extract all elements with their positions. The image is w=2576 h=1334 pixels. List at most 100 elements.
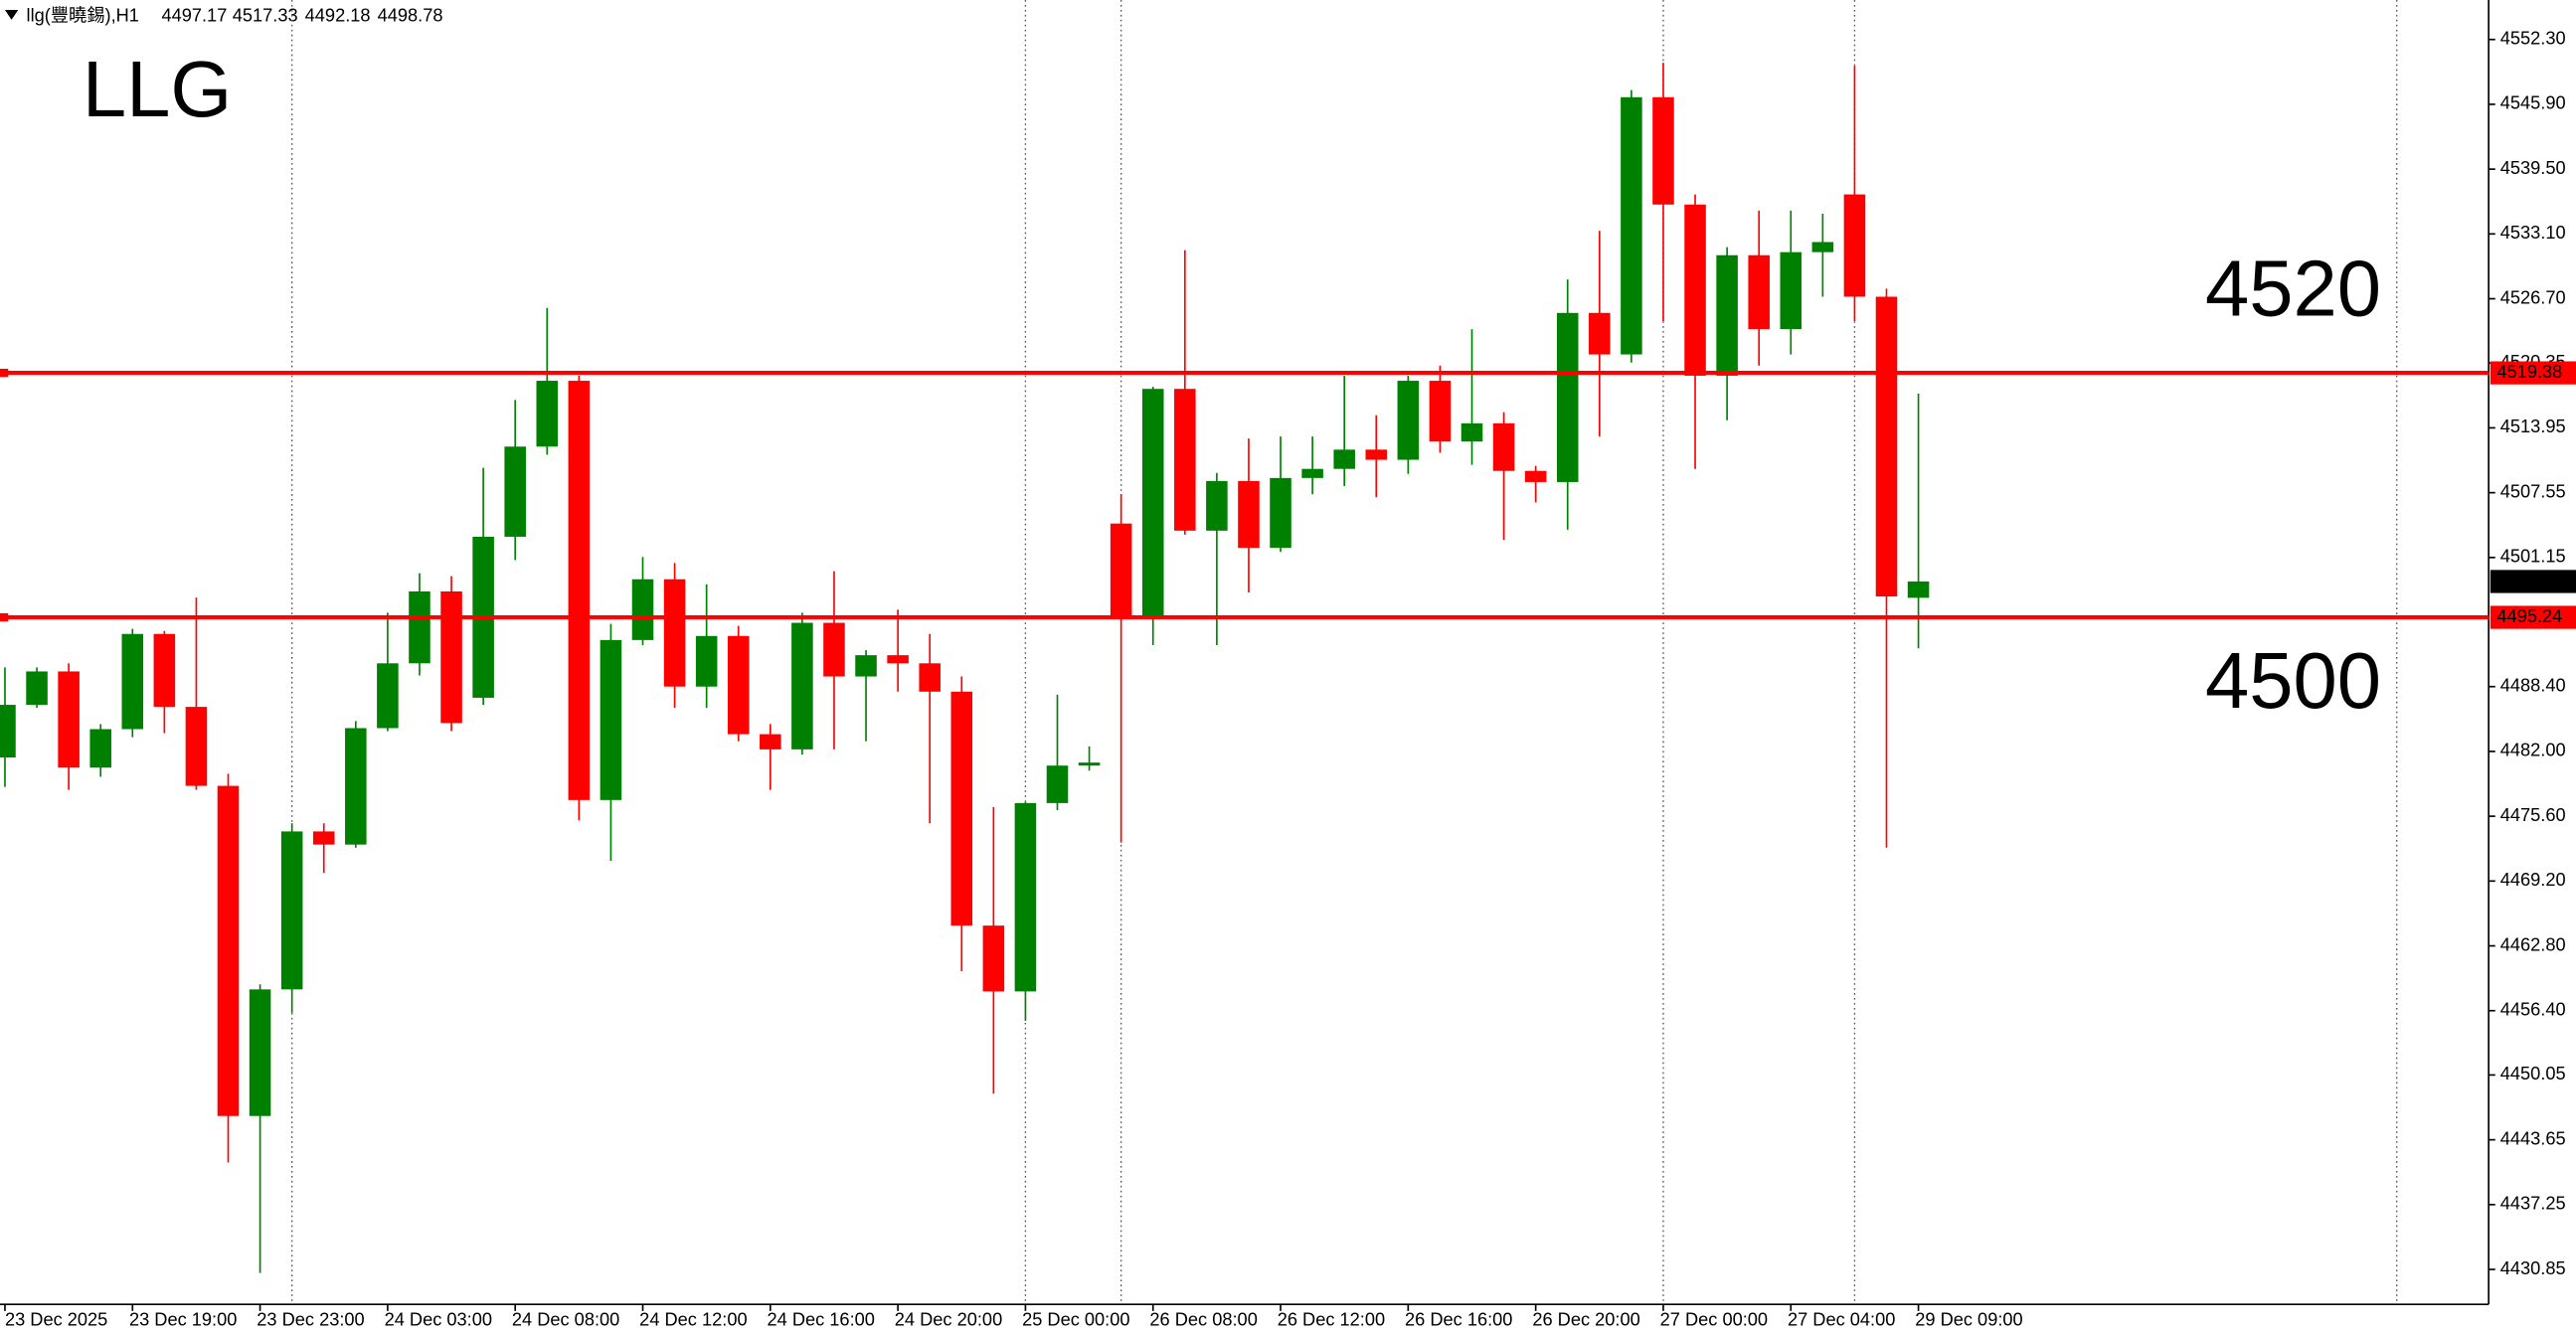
- candle-body: [58, 671, 80, 768]
- y-tick-label: 4526.70: [2500, 287, 2566, 307]
- candle-body: [1365, 449, 1388, 460]
- y-tick-label: 4552.30: [2500, 29, 2566, 49]
- x-tick-label: 26 Dec 08:00: [1149, 1310, 1257, 1330]
- y-tick-label: 4501.15: [2500, 547, 2566, 567]
- candle-body: [631, 579, 654, 640]
- x-tick-label: 25 Dec 00:00: [1022, 1310, 1129, 1330]
- candle-body: [1206, 480, 1228, 531]
- candle-body: [1684, 204, 1706, 376]
- candle-body: [440, 590, 462, 724]
- candle-body: [791, 622, 813, 750]
- y-tick-label: 4450.05: [2500, 1064, 2566, 1084]
- y-tick-label: 4507.55: [2500, 481, 2566, 501]
- candle-body: [568, 381, 591, 800]
- annotation: 4520: [2205, 245, 2381, 333]
- y-tick-label: 4488.40: [2500, 676, 2566, 696]
- x-tick-label: 29 Dec 09:00: [1915, 1310, 2022, 1330]
- y-tick-label: 4469.20: [2500, 870, 2566, 890]
- y-tick-label: 4443.65: [2500, 1128, 2566, 1148]
- header-open: 4497.17: [161, 5, 227, 25]
- price-label-box: [2490, 605, 2576, 629]
- candle-body: [1270, 477, 1291, 549]
- y-tick-label: 4482.00: [2500, 741, 2566, 760]
- price-label: 4495.24: [2496, 606, 2562, 626]
- candle-body: [0, 705, 16, 758]
- y-tick-label: 4462.80: [2500, 934, 2566, 954]
- candle-body: [887, 655, 909, 664]
- candle-body: [312, 831, 335, 845]
- candle-body: [26, 671, 48, 706]
- candle-body: [1141, 389, 1164, 619]
- candle-body: [121, 633, 144, 730]
- candle-body: [1843, 194, 1866, 297]
- candle-body: [663, 579, 686, 687]
- candle-body: [950, 691, 973, 926]
- candle-body: [536, 381, 559, 447]
- header-low: 4492.18: [305, 5, 371, 25]
- x-tick-label: 23 Dec 2025: [5, 1310, 107, 1330]
- candle-body: [1460, 422, 1483, 442]
- y-tick-label: 4533.10: [2500, 223, 2566, 243]
- candle-body: [1046, 765, 1069, 803]
- candle-body: [823, 622, 845, 677]
- x-tick-label: 26 Dec 16:00: [1405, 1310, 1512, 1330]
- candle-body: [1174, 389, 1196, 531]
- candle-body: [1652, 96, 1674, 205]
- candle-body: [280, 831, 303, 990]
- current-price-label: 4498.78: [2496, 571, 2562, 590]
- candle-body: [982, 925, 1005, 992]
- candle-body: [600, 639, 622, 800]
- candle-body: [89, 729, 111, 768]
- candle-body: [1110, 523, 1132, 619]
- candle-body: [249, 989, 271, 1116]
- price-flag: [0, 368, 9, 378]
- price-label-box: [2490, 361, 2576, 385]
- y-tick-label: 4545.90: [2500, 93, 2566, 113]
- annotation: LLG: [83, 45, 232, 133]
- candle-body: [1748, 254, 1770, 330]
- candle-body: [727, 635, 750, 735]
- x-tick-label: 23 Dec 19:00: [129, 1310, 237, 1330]
- candle-body: [217, 785, 240, 1116]
- x-tick-label: 24 Dec 16:00: [767, 1310, 874, 1330]
- candle-body: [760, 734, 781, 750]
- header-high: 4517.33: [233, 5, 298, 25]
- candle-body: [919, 663, 941, 692]
- candle-body: [1492, 422, 1515, 471]
- candle-body: [1238, 480, 1260, 549]
- header-close: 4498.78: [378, 5, 443, 25]
- x-tick-label: 24 Dec 03:00: [385, 1310, 492, 1330]
- y-tick-label: 4475.60: [2500, 805, 2566, 825]
- candle-body: [1078, 762, 1101, 766]
- candle-body: [1333, 449, 1355, 469]
- candle-body: [695, 635, 718, 687]
- candle-body: [153, 633, 176, 708]
- candle-body: [1556, 312, 1579, 482]
- candle-body: [345, 728, 367, 845]
- current-price-box: [2490, 570, 2576, 593]
- y-tick-label: 4430.85: [2500, 1258, 2566, 1278]
- menu-arrow[interactable]: [4, 9, 19, 20]
- candle-body: [1621, 96, 1642, 355]
- candle-body: [1524, 470, 1547, 482]
- price-flag: [0, 612, 9, 622]
- y-tick-label: 4437.25: [2500, 1194, 2566, 1214]
- candle-body: [1716, 254, 1738, 376]
- y-tick-label: 4456.40: [2500, 1000, 2566, 1020]
- y-tick-label: 4539.50: [2500, 158, 2566, 178]
- candle-body: [1397, 381, 1420, 460]
- candle-body: [377, 663, 399, 729]
- x-tick-label: 26 Dec 20:00: [1532, 1310, 1639, 1330]
- candle-body: [504, 446, 526, 537]
- price-label: 4519.38: [2496, 362, 2562, 382]
- candle-body: [855, 655, 877, 677]
- x-tick-label: 27 Dec 04:00: [1788, 1310, 1895, 1330]
- annotation: 4500: [2205, 636, 2381, 725]
- x-tick-label: 23 Dec 23:00: [257, 1310, 364, 1330]
- x-tick-label: 24 Dec 12:00: [639, 1310, 747, 1330]
- candle-body: [185, 707, 208, 786]
- x-tick-label: 24 Dec 20:00: [895, 1310, 1002, 1330]
